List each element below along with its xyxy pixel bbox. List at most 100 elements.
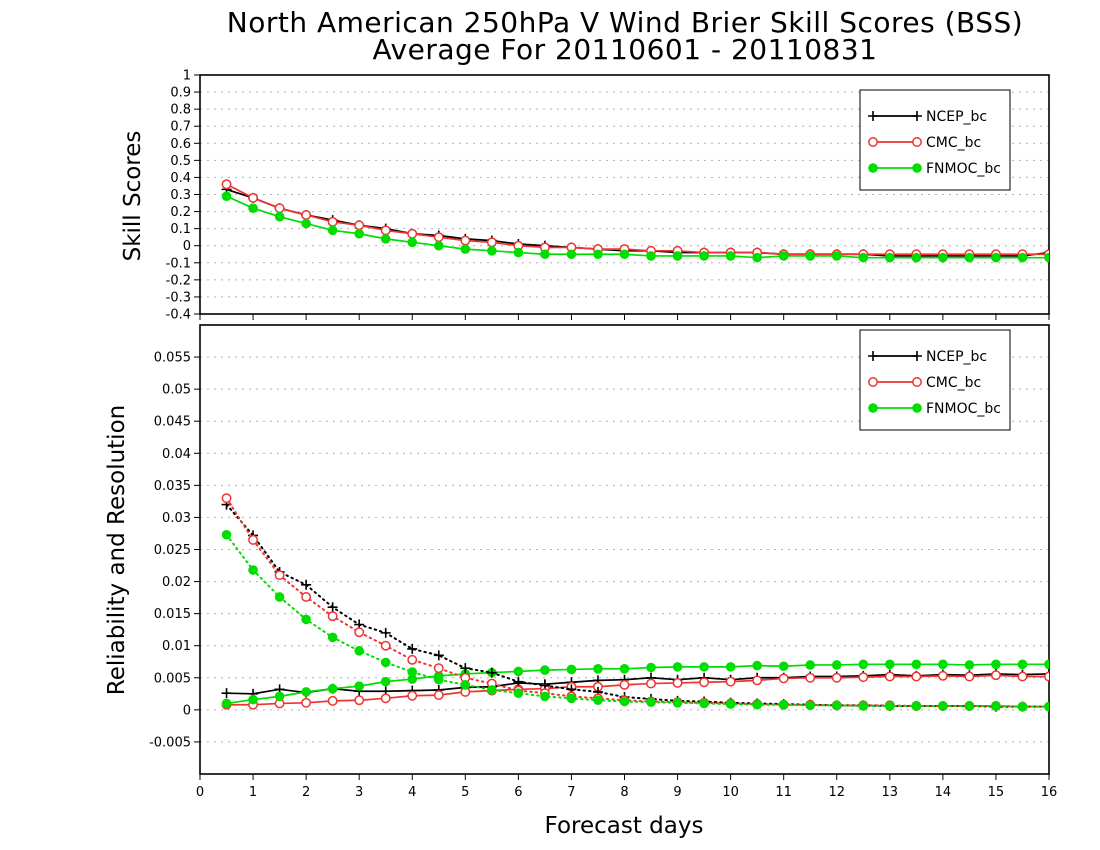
data-point bbox=[911, 659, 922, 670]
data-point bbox=[884, 671, 895, 682]
data-point bbox=[433, 674, 444, 685]
data-point bbox=[672, 698, 683, 708]
legend-label: FNMOC_bc bbox=[926, 401, 1001, 417]
data-point bbox=[752, 699, 762, 710]
data-point bbox=[248, 534, 259, 545]
data-point bbox=[858, 659, 869, 670]
data-point bbox=[911, 252, 922, 263]
data-point bbox=[991, 252, 1001, 263]
legend-item-NCEP_bc: NCEP_bc bbox=[868, 349, 987, 365]
data-point bbox=[487, 246, 497, 256]
legend-item-FNMOC_bc: FNMOC_bc bbox=[868, 401, 1001, 417]
data-point bbox=[354, 646, 364, 656]
data-point bbox=[274, 211, 285, 222]
y-tick-label: 0.1 bbox=[170, 222, 191, 237]
legend-marker bbox=[912, 137, 922, 147]
y-tick-label: 0.7 bbox=[170, 120, 191, 135]
data-point bbox=[831, 660, 842, 670]
legend-label: CMC_bc bbox=[926, 375, 981, 391]
legend: NCEP_bc CMC_bc FNMOC_bc bbox=[859, 329, 1011, 431]
legend-marker bbox=[868, 111, 878, 121]
data-point bbox=[354, 627, 365, 638]
data-point bbox=[274, 203, 285, 214]
data-point bbox=[672, 677, 683, 688]
data-point bbox=[619, 679, 630, 690]
legend-label: FNMOC_bc bbox=[926, 161, 1001, 177]
data-point bbox=[778, 251, 789, 261]
data-point bbox=[407, 643, 418, 654]
data-point bbox=[699, 698, 709, 709]
y-tick-label: 0.035 bbox=[154, 479, 191, 494]
data-point bbox=[301, 210, 312, 220]
y-tick-label: 0.5 bbox=[170, 154, 191, 169]
data-point bbox=[646, 251, 656, 261]
y-tick-label: 0.005 bbox=[154, 671, 191, 686]
y-tick-label: 0.2 bbox=[170, 205, 191, 220]
reliability-resolution-panel: -0.005 0 0.005 0.01 0.015 0.02 0.025 0.03 0.035 0… bbox=[149, 324, 1057, 800]
series-CMC_bc bbox=[221, 179, 1049, 260]
y-tick-label: 0.045 bbox=[154, 415, 191, 430]
data-point bbox=[327, 225, 338, 236]
data-point bbox=[805, 251, 816, 261]
y-tick-label: 0.01 bbox=[162, 639, 191, 654]
data-point bbox=[221, 698, 232, 709]
y-tick-label: 0.3 bbox=[170, 188, 191, 203]
series-line bbox=[225, 188, 1049, 257]
x-tick-label: 0 bbox=[196, 785, 204, 800]
x-tick-label: 7 bbox=[567, 785, 575, 800]
data-point bbox=[911, 701, 922, 711]
data-point bbox=[593, 664, 603, 674]
data-point bbox=[964, 701, 975, 711]
data-point bbox=[699, 251, 709, 261]
data-point bbox=[327, 683, 338, 694]
y-tick-label: 0.025 bbox=[154, 543, 191, 558]
data-point bbox=[327, 632, 338, 643]
x-tick-label: 3 bbox=[355, 785, 363, 800]
data-point bbox=[725, 699, 736, 709]
data-point bbox=[433, 663, 444, 674]
data-point bbox=[672, 251, 683, 261]
skill-score-panel: -0.4 -0.3 -0.2 -0.1 0 0.1 0.2 0.3 0.4 0.5 0.6 0.7 0.… bbox=[166, 69, 1050, 323]
x-tick-label: 2 bbox=[302, 785, 310, 800]
data-point bbox=[301, 614, 311, 625]
data-point bbox=[1044, 252, 1049, 263]
data-point bbox=[1044, 659, 1049, 670]
y-tick-label: 0.4 bbox=[170, 171, 191, 186]
series-FNMOC_bc-resolution bbox=[221, 529, 1049, 712]
data-point bbox=[301, 697, 312, 708]
legend-item-FNMOC_bc: FNMOC_bc bbox=[868, 161, 1001, 177]
data-point bbox=[380, 657, 391, 668]
x-tick-label: 6 bbox=[514, 785, 522, 800]
legend-marker bbox=[912, 111, 922, 121]
data-point bbox=[513, 676, 524, 687]
legend-marker bbox=[912, 351, 922, 361]
y-tick-label: -0.4 bbox=[166, 308, 191, 323]
chart-title: North American 250hPa V Wind Brier Skill… bbox=[227, 6, 1023, 39]
legend-label: NCEP_bc bbox=[926, 349, 987, 365]
data-point bbox=[1017, 671, 1028, 682]
legend-marker bbox=[868, 351, 878, 361]
y-tick-label: 0.04 bbox=[162, 447, 191, 462]
series-line bbox=[225, 195, 1049, 259]
data-point bbox=[540, 249, 550, 260]
data-point bbox=[354, 228, 364, 239]
data-point bbox=[566, 693, 577, 704]
x-tick-label: 13 bbox=[882, 785, 899, 800]
data-point bbox=[858, 252, 869, 263]
data-point bbox=[1017, 701, 1028, 712]
data-point bbox=[566, 664, 577, 675]
legend-box bbox=[859, 329, 1011, 431]
data-point bbox=[221, 493, 232, 504]
legend-marker bbox=[868, 137, 878, 147]
x-tick-label: 1 bbox=[249, 785, 257, 800]
y-tick-label: -0.2 bbox=[166, 273, 191, 288]
data-point bbox=[699, 677, 710, 688]
y-tick-label: 0.05 bbox=[162, 383, 191, 398]
data-point bbox=[327, 602, 338, 613]
data-point bbox=[964, 660, 975, 670]
data-point bbox=[354, 220, 365, 231]
data-point bbox=[433, 232, 444, 243]
data-point bbox=[566, 249, 577, 260]
data-point bbox=[752, 675, 763, 686]
